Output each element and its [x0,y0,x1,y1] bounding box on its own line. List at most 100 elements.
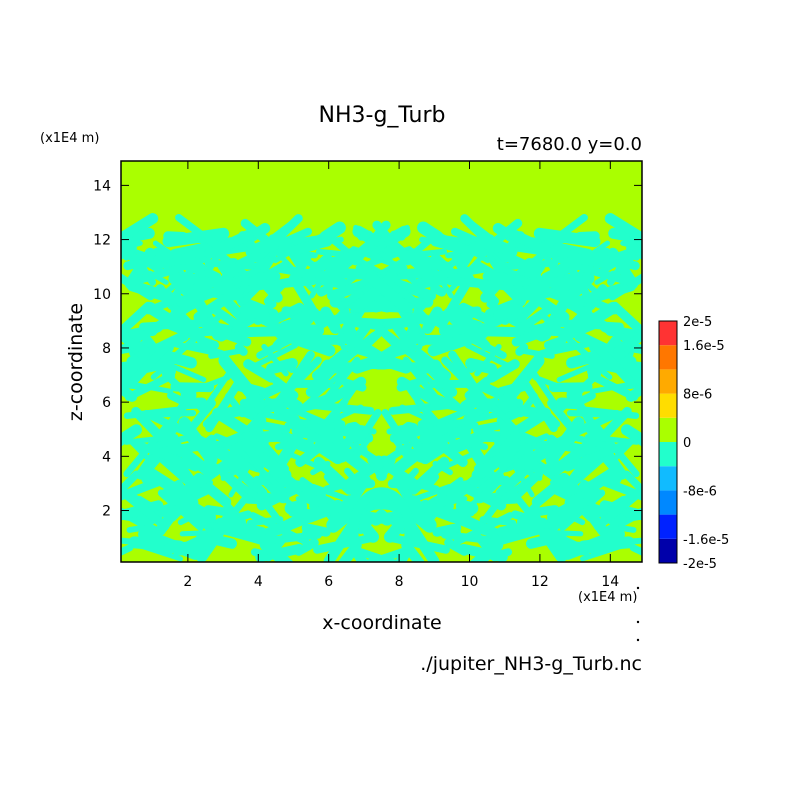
turbulent-patch [622,470,642,502]
turbulent-patch [514,305,553,335]
colorbar-frame [658,320,678,564]
turbulent-patch [574,301,619,334]
turbulent-patch [419,236,434,244]
turbulent-patch [204,371,231,408]
turbulent-patch [517,441,534,457]
turbulent-patch [303,499,344,523]
turbulent-patch [458,302,495,326]
turbulent-patch [331,311,352,326]
turbulent-patch [365,271,411,313]
x-tick-label: 4 [254,574,263,590]
colorbar-label: -1.6e-5 [683,533,729,548]
y-tick-label: 8 [102,341,111,357]
turbulent-patch [558,305,593,341]
turbulent-patch [193,291,234,323]
turbulent-patch [417,221,444,244]
turbulent-patch [309,261,335,299]
x-unit-label: (x1E4 m) [578,590,637,605]
turbulent-patch [170,382,215,393]
turbulent-patch [350,442,403,479]
turbulent-patch [532,371,559,408]
turbulent-patch [356,408,382,444]
turbulent-patch [121,477,164,506]
plot-area [120,160,643,563]
turbulent-patch [269,542,302,562]
turbulent-patch [599,477,642,506]
turbulent-patch [196,531,238,549]
turbulent-patch [327,417,343,430]
turbulent-patch [437,273,475,329]
turbulent-patch [136,441,200,472]
annotation-dot [636,638,640,642]
x-tick-label: 2 [183,574,192,590]
turbulent-patch [208,347,245,359]
turbulent-patch [535,213,588,255]
turbulent-patch [126,381,174,394]
colorbar-segment [659,321,677,346]
plot-frame [120,160,643,563]
turbulent-patch [167,488,199,509]
x-tick-label: 12 [531,574,549,590]
turbulent-patch [501,251,528,270]
turbulent-patch [546,434,564,451]
turbulent-patch [381,408,407,444]
x-tick-label: 10 [461,574,479,590]
turbulent-patch [240,311,255,321]
turbulent-patch [459,439,489,451]
turbulent-patch [333,474,371,530]
turbulent-patch [224,453,242,470]
turbulent-patch [541,314,595,363]
turbulent-patch [121,301,153,345]
turbulent-patch [466,535,492,543]
turbulent-patch [170,305,205,341]
turbulent-patch [322,376,367,407]
colorbar-segment [659,442,677,467]
y-tick-label: 6 [102,395,111,411]
turbulent-patch [531,480,563,508]
turbulent-patch [607,247,639,290]
turbulent-patch [229,441,246,457]
turbulent-patch [122,244,137,261]
turbulent-patch [518,347,555,359]
turbulent-patch [166,493,211,526]
turbulent-patch [302,369,346,408]
colorbar-segment [659,514,677,539]
turbulent-patch [223,502,247,526]
turbulent-patch [123,405,187,419]
y-tick-label: 14 [93,178,111,194]
turbulent-patch [538,341,575,356]
turbulent-patch [124,247,156,290]
turbulent-patch [234,268,258,284]
turbulent-patch [121,259,155,301]
chart-subtitle: t=7680.0 y=0.0 [497,134,642,155]
turbulent-patch [511,330,540,347]
source-file-label: ./jupiter_NH3-g_Turb.nc [420,653,642,675]
turbulent-patch [396,376,441,407]
colorbar: 2e-5 1.6e-5 8e-6 0 -8e-6 -1.6e-5 -2e-5 [658,315,729,572]
turbulent-patch [411,311,432,326]
colorbar-segment [659,490,677,515]
turbulent-patch [552,474,571,489]
turbulent-patch [439,492,454,510]
turbulent-patch [271,535,297,543]
turbulent-patch [408,456,450,495]
turbulent-patch [145,432,200,452]
turbulent-patch [235,251,262,270]
turbulent-patch [487,401,520,434]
turbulent-patch [414,349,452,381]
turbulent-patch [301,523,331,537]
turbulent-patch [250,548,268,558]
turbulent-patch [329,236,344,244]
turbulent-patch [255,452,292,481]
turbulent-patch [432,523,462,537]
turbulent-patch [601,476,622,487]
colorbar-segment [659,369,677,394]
turbulent-patch [141,476,162,487]
y-axis-ticks: 2 4 6 8 10 12 14 [93,178,642,520]
annotation-dot [636,620,640,624]
turbulent-patch [578,264,634,286]
central-arch [348,487,415,562]
y-axis-title: z-coordinate [65,303,87,421]
turbulent-patches [121,213,642,562]
